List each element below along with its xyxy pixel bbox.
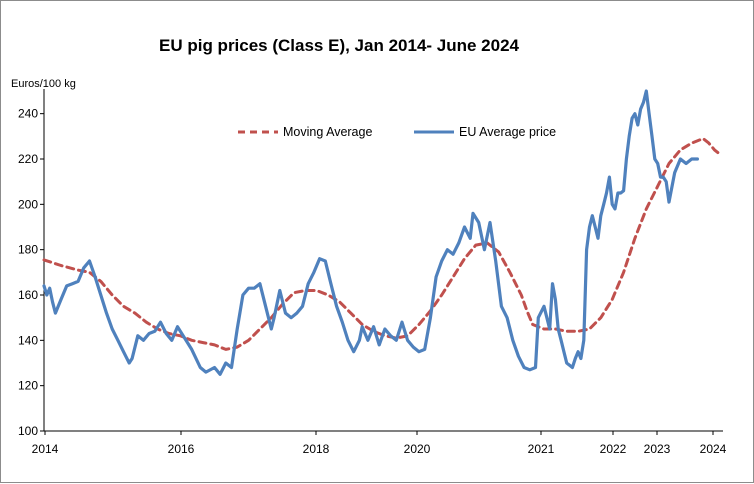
y-tick-label: 100 — [18, 424, 38, 438]
y-tick-label: 240 — [18, 107, 38, 121]
legend: Moving Average EU Average price — [238, 125, 556, 139]
series-line-eu-average — [42, 89, 699, 376]
x-tick-label: 2024 — [700, 442, 727, 456]
x-tick-label: 2014 — [32, 442, 59, 456]
x-tick-label: 2018 — [303, 442, 330, 456]
y-tick-label: 120 — [18, 379, 38, 393]
x-tick-label: 2016 — [168, 442, 195, 456]
x-tick-label: 2023 — [644, 442, 671, 456]
chart-title: EU pig prices (Class E), Jan 2014- June … — [159, 36, 520, 55]
x-tick-label: 2021 — [528, 442, 555, 456]
y-tick-label: 200 — [18, 197, 38, 211]
y-tick-label: 160 — [18, 288, 38, 302]
y-tick-label: 180 — [18, 243, 38, 257]
legend-label-eu-average: EU Average price — [459, 125, 556, 139]
x-tick-label: 2020 — [404, 442, 431, 456]
series-layer — [42, 89, 722, 376]
axes: 100 120 140 160 180 200 220 240 2014 2016 2018 2020… — [18, 89, 727, 456]
x-tick-label: 2022 — [600, 442, 627, 456]
y-axis-unit-label: Euros/100 kg — [11, 78, 76, 90]
legend-label-moving-average: Moving Average — [283, 125, 372, 139]
series-line-moving-average — [42, 137, 722, 351]
y-tick-label: 140 — [18, 333, 38, 347]
y-tick-label: 220 — [18, 152, 38, 166]
